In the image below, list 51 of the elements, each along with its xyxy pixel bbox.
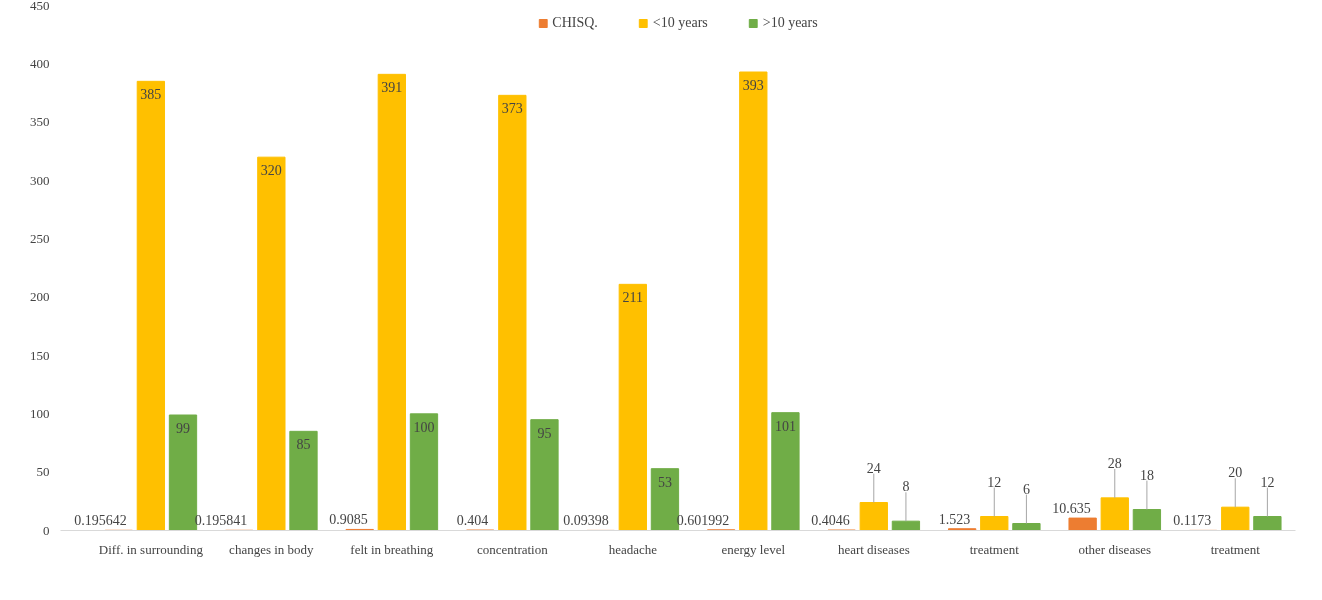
x-tick-label: other diseases (1078, 541, 1152, 557)
x-tick-label: Diff. in surrounding (98, 541, 204, 557)
data-label: 8 (902, 479, 910, 495)
legend-label: CHISQ. (552, 15, 598, 31)
data-label: 99 (176, 421, 190, 436)
data-label: 0.195642 (74, 513, 127, 529)
y-tick-label: 250 (30, 230, 50, 246)
data-label: 12 (987, 474, 1002, 490)
data-label: 28 (1107, 455, 1122, 471)
data-label: 24 (866, 460, 881, 476)
y-tick-label: 150 (30, 347, 50, 363)
data-label: 0.4046 (811, 513, 850, 529)
data-label: 6 (1022, 481, 1030, 497)
x-tick-label: energy level (721, 541, 786, 557)
x-tick-label: concentration (476, 541, 549, 557)
data-label: 100 (413, 419, 435, 435)
data-label: 0.404 (456, 513, 489, 529)
data-label: 0.09398 (563, 513, 609, 529)
data-label: 393 (742, 78, 764, 93)
x-tick-label: felt in breathing (350, 541, 434, 557)
data-label: 20 (1228, 465, 1243, 481)
data-label: 0.9085 (329, 512, 368, 528)
y-tick-label: 450 (30, 0, 50, 13)
y-tick-label: 350 (30, 114, 50, 130)
data-label: 10.635 (1052, 501, 1091, 517)
y-tick-label: 0 (43, 522, 50, 538)
x-tick-label: heart diseases (837, 541, 910, 557)
data-label: 211 (622, 290, 644, 306)
data-label: 85 (296, 437, 311, 453)
y-tick-label: 50 (36, 464, 50, 480)
y-tick-label: 100 (30, 405, 50, 421)
data-label: 320 (260, 163, 282, 179)
x-tick-label: changes in body (229, 541, 315, 557)
y-tick-label: 200 (30, 289, 50, 305)
data-label: 53 (657, 474, 672, 490)
legend-label: >10 years (762, 15, 818, 31)
data-label: 95 (537, 425, 552, 441)
data-label: 18 (1139, 467, 1154, 483)
data-label: 373 (501, 101, 523, 117)
y-tick-label: 300 (30, 172, 50, 188)
x-tick-label: treatment (1210, 541, 1261, 557)
data-label: 1.523 (938, 511, 971, 527)
data-label: 391 (381, 80, 403, 96)
data-label: 12 (1260, 474, 1275, 490)
y-tick-label: 400 (30, 55, 50, 71)
x-tick-label: headache (608, 541, 658, 557)
data-label: 101 (774, 418, 796, 434)
data-label: 385 (140, 87, 162, 103)
data-label: 0.1173 (1173, 513, 1212, 529)
legend-label: <10 years (652, 15, 708, 31)
x-tick-label: treatment (969, 541, 1020, 557)
